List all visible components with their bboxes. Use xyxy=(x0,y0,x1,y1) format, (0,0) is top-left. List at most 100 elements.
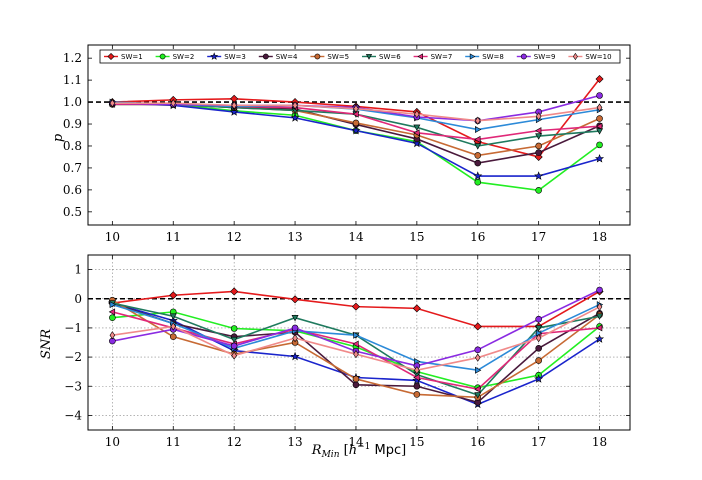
data-point xyxy=(595,75,604,84)
x-tick-label: 10 xyxy=(105,435,120,449)
data-point xyxy=(108,308,116,316)
data-point xyxy=(474,392,482,399)
data-point xyxy=(535,149,542,156)
series-sw-10 xyxy=(109,99,603,125)
legend-label: SW=4 xyxy=(276,53,298,61)
y-tick-label: −4 xyxy=(64,408,82,422)
legend-swatch-marker xyxy=(314,53,321,60)
data-point xyxy=(352,381,360,389)
legend-item-sw-7: SW=7 xyxy=(413,53,452,61)
data-point xyxy=(412,375,422,385)
data-point xyxy=(474,178,482,186)
x-tick-label: 13 xyxy=(287,230,302,244)
data-point xyxy=(109,301,116,309)
legend-label: SW=8 xyxy=(482,53,504,61)
x-tick-label: 12 xyxy=(227,435,242,449)
data-point xyxy=(535,133,543,140)
legend-swatch-marker xyxy=(107,52,115,61)
data-point xyxy=(595,122,603,130)
data-point xyxy=(535,333,542,343)
x-tick-label: 17 xyxy=(531,230,546,244)
data-point xyxy=(351,125,361,135)
x-tick-label: 15 xyxy=(409,435,424,449)
data-point xyxy=(169,333,177,340)
legend-label: SW=6 xyxy=(379,53,401,61)
y-axis-label-snr: SNR xyxy=(39,329,54,359)
legend-item-sw-3: SW=3 xyxy=(207,52,246,61)
data-point xyxy=(595,334,605,343)
y-tick-label: 0.5 xyxy=(63,205,82,219)
legend-swatch-marker xyxy=(210,52,219,60)
data-point xyxy=(291,324,299,332)
data-point xyxy=(413,391,421,398)
x-axis-label: RMin [h−1 Mpc] xyxy=(311,442,406,460)
y-tick-label: −2 xyxy=(64,350,82,364)
data-point xyxy=(231,351,237,360)
data-point xyxy=(109,99,116,108)
x-tick-label: 18 xyxy=(592,230,607,244)
data-point xyxy=(170,322,177,331)
chart-panel-snr: 10 11 12 13 14 15 16 17 18 −4 −3 −2 −1 0 1 SNR RMin [h… xyxy=(39,254,631,460)
data-point xyxy=(229,107,239,116)
data-point xyxy=(535,112,542,121)
data-point xyxy=(352,340,359,348)
x-tick-label: 11 xyxy=(166,435,181,449)
data-point xyxy=(292,333,298,343)
data-point xyxy=(474,346,482,354)
data-point xyxy=(230,325,238,332)
legend-swatch-marker xyxy=(417,53,423,60)
legend-label: SW=3 xyxy=(224,53,246,61)
data-point xyxy=(595,324,603,332)
x-tick-label: 11 xyxy=(166,230,181,244)
data-point xyxy=(413,129,420,137)
legend-item-sw-4: SW=4 xyxy=(258,53,298,61)
data-point xyxy=(596,103,603,112)
y-tick-label: 1.0 xyxy=(63,95,82,109)
legend-item-sw-10: SW=10 xyxy=(568,52,612,61)
y-tick-label: 1.2 xyxy=(63,51,82,65)
x-tick-label: 17 xyxy=(531,435,546,449)
legend-item-sw-2: SW=2 xyxy=(155,53,194,61)
data-point xyxy=(412,138,422,148)
legend-label: SW=1 xyxy=(121,53,143,61)
data-point xyxy=(535,187,542,194)
series-group-snr xyxy=(107,286,605,409)
data-point xyxy=(596,115,603,122)
data-point xyxy=(595,153,605,163)
legend-swatch-marker xyxy=(469,53,476,60)
data-point xyxy=(413,382,421,390)
ticks-p: 10 11 12 13 14 15 16 17 18 0.5 0.6 0.7 0.8 0.9 1.0 1.1 1… xyxy=(63,45,630,244)
data-point xyxy=(474,116,481,125)
legend-swatch-marker xyxy=(365,54,373,60)
y-axis-label-p: p xyxy=(51,133,66,142)
x-tick-label: 12 xyxy=(227,230,242,244)
data-point xyxy=(596,313,604,320)
data-point xyxy=(352,110,359,118)
data-point xyxy=(473,322,482,331)
y-tick-label: 0.7 xyxy=(63,161,82,175)
data-point xyxy=(170,99,177,108)
y-tick-label: 0.6 xyxy=(63,183,82,197)
data-point xyxy=(596,92,603,99)
data-point xyxy=(474,353,481,362)
data-point xyxy=(535,325,543,332)
data-point xyxy=(474,159,482,167)
y-tick-label: −1 xyxy=(64,321,82,335)
y-tick-label: −3 xyxy=(64,379,82,393)
data-point xyxy=(596,128,604,135)
x-tick-label: 16 xyxy=(470,435,485,449)
data-point xyxy=(290,351,300,361)
data-point xyxy=(230,342,238,350)
legend-label: SW=9 xyxy=(534,53,556,61)
data-point xyxy=(353,350,359,359)
x-tick-label: 16 xyxy=(470,230,485,244)
data-point xyxy=(353,331,360,339)
legend-swatch-marker xyxy=(262,53,269,60)
data-point xyxy=(534,374,544,383)
data-point xyxy=(535,345,542,352)
data-point xyxy=(412,304,421,313)
data-point xyxy=(352,375,360,383)
x-tick-label: 10 xyxy=(105,230,120,244)
data-point xyxy=(596,302,603,312)
